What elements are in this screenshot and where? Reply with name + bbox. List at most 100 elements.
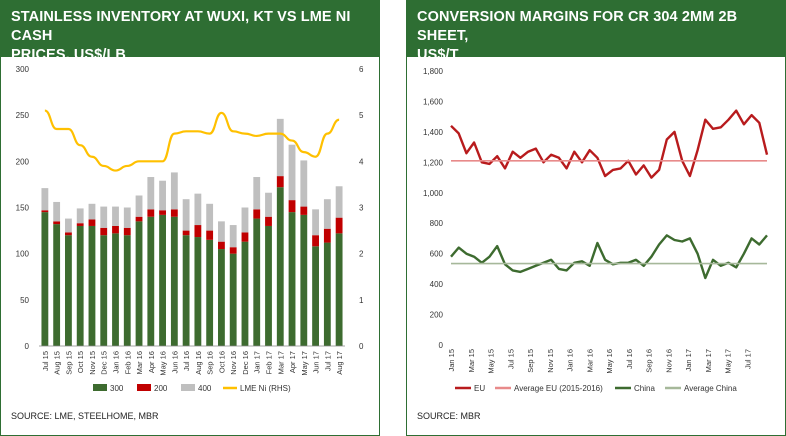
margins-x-tick-label: Jan 17 bbox=[684, 349, 693, 372]
margins-chart-plot: 0 200 400 600 800 1,000 1,200 1,400 1,600 1,800 Ja… bbox=[423, 67, 769, 393]
legend-label: 200 bbox=[154, 384, 168, 393]
margins-x-tick-label: Jan 16 bbox=[566, 349, 575, 372]
bar-series-400 bbox=[135, 195, 143, 217]
bar-series-400 bbox=[159, 180, 166, 211]
bar-series-300 bbox=[276, 187, 284, 346]
margins-x-tick-label: Jul 16 bbox=[625, 349, 634, 369]
margins-chart-source: SOURCE: MBR bbox=[417, 411, 481, 421]
bar-series-300 bbox=[229, 253, 237, 346]
bar-series-200 bbox=[288, 200, 296, 213]
bar-series-200 bbox=[323, 228, 331, 243]
inventory-x-tick-label: Jul 15 bbox=[41, 351, 50, 371]
inventory-x-tick-label: Aug 15 bbox=[53, 351, 62, 375]
inventory-x-tick-label: Feb 17 bbox=[265, 351, 274, 374]
inventory-x-tick-label: Aug 17 bbox=[335, 351, 344, 375]
inventory-x-tick-label: Jun 17 bbox=[312, 351, 321, 374]
margins-y-tick-label: 800 bbox=[430, 219, 444, 228]
bar-series-400 bbox=[182, 199, 190, 231]
inventory-x-tick-label: Nov 16 bbox=[229, 351, 238, 375]
inventory-y2-tick-label: 1 bbox=[359, 296, 364, 305]
inventory-x-tick-label: Nov 15 bbox=[88, 351, 97, 375]
bar-series-300 bbox=[218, 249, 225, 346]
inventory-x-tick-label: Jul 17 bbox=[323, 351, 332, 371]
bar-series-300 bbox=[265, 225, 272, 346]
legend-swatch-200 bbox=[137, 384, 151, 391]
inventory-y2-tick-label: 0 bbox=[359, 342, 364, 351]
bar-series-400 bbox=[41, 188, 49, 211]
bar-series-200 bbox=[41, 210, 49, 213]
bar-series-200 bbox=[53, 221, 61, 225]
inventory-y-tick-label: 100 bbox=[16, 250, 30, 259]
margins-y-tick-label: 1,400 bbox=[423, 128, 444, 137]
legend-label: EU bbox=[474, 384, 485, 393]
bar-series-300 bbox=[100, 235, 108, 346]
bar-series-300 bbox=[182, 235, 190, 346]
bar-series-300 bbox=[123, 235, 131, 346]
bar-series-200 bbox=[100, 227, 108, 236]
bar-series-300 bbox=[147, 216, 155, 346]
inventory-y-tick-label: 150 bbox=[16, 204, 30, 213]
inventory-chart-title-line-1: STAINLESS INVENTORY AT WUXI, KT VS LME N… bbox=[11, 9, 351, 44]
bar-series-400 bbox=[112, 206, 119, 226]
bar-series-300 bbox=[335, 233, 343, 346]
bar-series-200 bbox=[88, 219, 96, 226]
inventory-x-tick-label: Sep 15 bbox=[64, 351, 73, 375]
bar-series-400 bbox=[123, 207, 131, 228]
bar-series-400 bbox=[194, 193, 202, 226]
bar-series-400 bbox=[253, 177, 261, 210]
margins-y-tick-label: 1,600 bbox=[423, 97, 444, 106]
bar-series-300 bbox=[135, 221, 143, 346]
bar-series-400 bbox=[218, 221, 225, 242]
margins-x-tick-label: Nov 16 bbox=[664, 349, 673, 373]
bar-series-400 bbox=[76, 208, 84, 224]
margins-y-tick-label: 400 bbox=[430, 280, 444, 289]
bar-series-400 bbox=[241, 207, 249, 233]
bar-series-300 bbox=[206, 239, 214, 346]
bar-series-200 bbox=[300, 206, 308, 215]
bar-series-200 bbox=[170, 209, 178, 217]
bar-series-400 bbox=[170, 172, 178, 210]
inventory-y-tick-label: 250 bbox=[16, 111, 30, 120]
margins-chart-panel: CONVERSION MARGINS FOR CR 304 2MM 2B SHE… bbox=[406, 0, 786, 436]
bar-series-200 bbox=[147, 209, 155, 217]
bar-series-200 bbox=[241, 232, 249, 242]
margins-x-tick-label: Mar 17 bbox=[704, 349, 713, 372]
margins-y-tick-label: 200 bbox=[430, 311, 444, 320]
margins-x-tick-label: Mar 16 bbox=[585, 349, 594, 372]
inventory-chart-title: STAINLESS INVENTORY AT WUXI, KT VS LME N… bbox=[1, 1, 379, 63]
inventory-x-tick-label: May 17 bbox=[300, 351, 309, 376]
margins-y-tick-label: 600 bbox=[430, 250, 444, 259]
legend-label: Average China bbox=[684, 384, 737, 393]
bar-series-200 bbox=[194, 225, 202, 238]
bar-series-300 bbox=[300, 214, 308, 346]
bar-series-300 bbox=[312, 246, 319, 346]
margins-chart-title-line-1: CONVERSION MARGINS FOR CR 304 2MM 2B SHE… bbox=[417, 9, 738, 44]
inventory-chart-source: SOURCE: LME, STEELHOME, MBR bbox=[11, 411, 159, 421]
margins-x-tick-label: Jul 17 bbox=[743, 349, 752, 369]
inventory-x-tick-label: May 16 bbox=[159, 351, 168, 376]
bar-series-300 bbox=[41, 212, 49, 346]
inventory-x-tick-label: Mar 16 bbox=[135, 351, 144, 374]
inventory-y-tick-label: 300 bbox=[16, 65, 30, 74]
bar-series-200 bbox=[335, 217, 343, 234]
inventory-y2-tick-label: 2 bbox=[359, 250, 364, 259]
bar-series-400 bbox=[65, 218, 72, 233]
bar-series-300 bbox=[76, 225, 84, 346]
eu-line bbox=[450, 109, 769, 179]
bar-series-400 bbox=[335, 186, 343, 218]
margins-x-tick-label: Jul 15 bbox=[506, 349, 515, 369]
bar-series-300 bbox=[170, 216, 178, 346]
bar-series-400 bbox=[323, 199, 331, 229]
bar-series-200 bbox=[135, 216, 143, 222]
lme-ni-line bbox=[44, 109, 340, 172]
inventory-y-tick-label: 50 bbox=[20, 296, 29, 305]
inventory-x-tick-label: Apr 16 bbox=[147, 351, 156, 373]
inventory-x-tick-label: Mar 17 bbox=[276, 351, 285, 374]
bar-series-300 bbox=[53, 224, 61, 346]
margins-y-tick-label: 1,800 bbox=[423, 67, 444, 76]
bar-series-400 bbox=[53, 201, 61, 222]
bar-series-200 bbox=[112, 225, 119, 234]
bar-series-200 bbox=[206, 230, 214, 240]
bar-series-200 bbox=[182, 230, 190, 236]
